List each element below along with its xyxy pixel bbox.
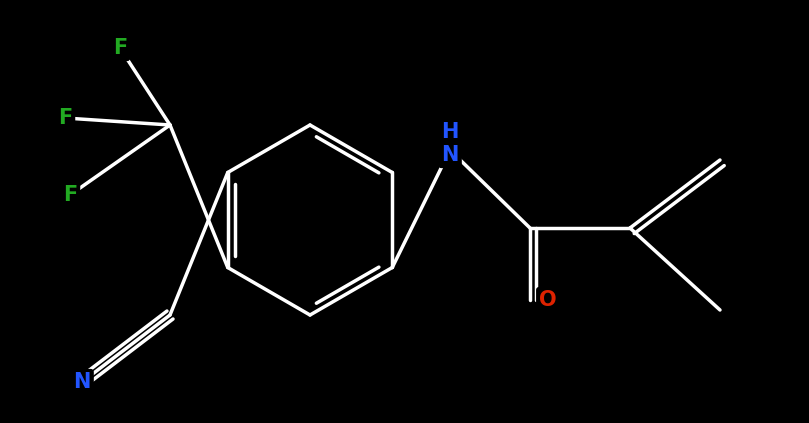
Text: F: F	[113, 38, 127, 58]
Text: N: N	[74, 372, 91, 392]
Text: N: N	[442, 145, 459, 165]
Text: O: O	[539, 290, 557, 310]
Text: F: F	[58, 108, 72, 128]
Text: H: H	[442, 122, 459, 142]
Text: F: F	[63, 185, 77, 205]
